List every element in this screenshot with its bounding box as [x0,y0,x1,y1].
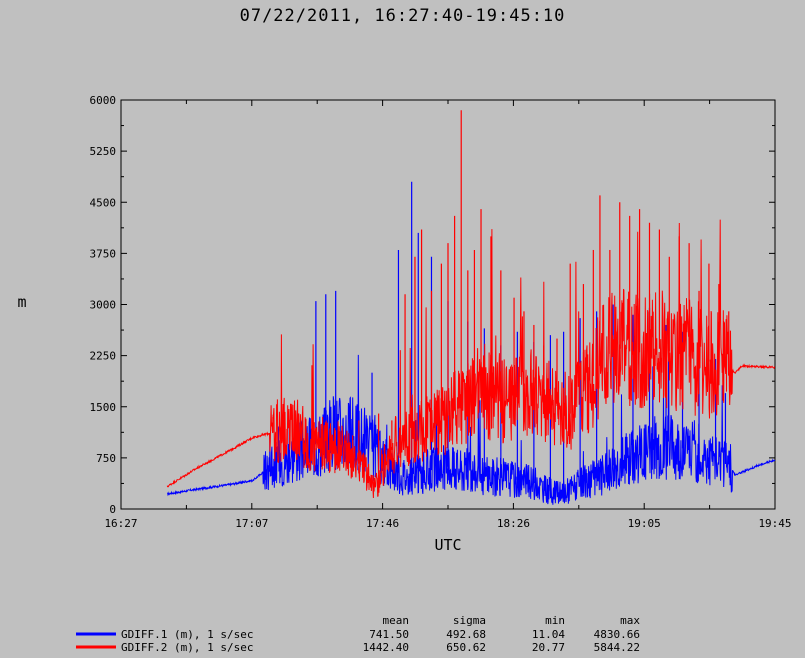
series-2 [166,110,776,499]
stats-value: 1442.40 [363,641,409,654]
x-tick-label: 19:05 [628,517,661,530]
chart-title: 07/22/2011, 16:27:40-19:45:10 [239,6,566,26]
legend-item: GDIFF.2 (m), 1 s/sec 1442.40 650.62 20.77 58… [76,641,640,654]
stats-value: 5844.22 [594,641,640,654]
x-tick-label: 17:07 [235,517,268,530]
stats-header: sigma [453,614,486,627]
x-tick-label: 19:45 [758,517,791,530]
stats-value: 741.50 [369,628,409,641]
stats-value: 492.68 [446,628,486,641]
x-tick-label: 17:46 [366,517,399,530]
y-tick-label: 1500 [90,401,117,414]
series-line [167,340,776,505]
x-tick-label: 18:26 [497,517,530,530]
legend-label: GDIFF.2 (m), 1 s/sec [121,641,253,654]
y-axis-ticks: 0 750 1500 2250 3000 3750 4500 5250 6000 [90,94,775,516]
x-axis-title: UTC [434,536,461,554]
y-tick-label: 3750 [90,247,117,260]
y-axis-title: m [17,293,26,311]
stats-value: 650.62 [446,641,486,654]
x-tick-label: 16:27 [104,517,137,530]
legend-label: GDIFF.1 (m), 1 s/sec [121,628,253,641]
stats-value: 11.04 [532,628,565,641]
y-tick-label: 2250 [90,350,117,363]
legend-item: GDIFF.1 (m), 1 s/sec 741.50 492.68 11.04 483… [76,628,640,641]
y-tick-label: 5250 [90,145,117,158]
stats-value: 4830.66 [594,628,640,641]
y-tick-label: 6000 [90,94,117,107]
series-layer [166,110,776,505]
stats-header: mean [383,614,410,627]
legend: mean sigma min max GDIFF.1 (m), 1 s/sec 741.5… [76,614,640,654]
stats-header: max [620,614,640,627]
y-tick-label: 0 [109,503,116,516]
series-line [166,219,776,499]
y-tick-label: 4500 [90,196,117,209]
y-tick-label: 750 [96,452,116,465]
x-axis-ticks: 16:27 17:07 17:46 18:26 19:05 19:45 [104,100,792,530]
stats-header: min [545,614,565,627]
stats-value: 20.77 [532,641,565,654]
y-tick-label: 3000 [90,299,117,312]
